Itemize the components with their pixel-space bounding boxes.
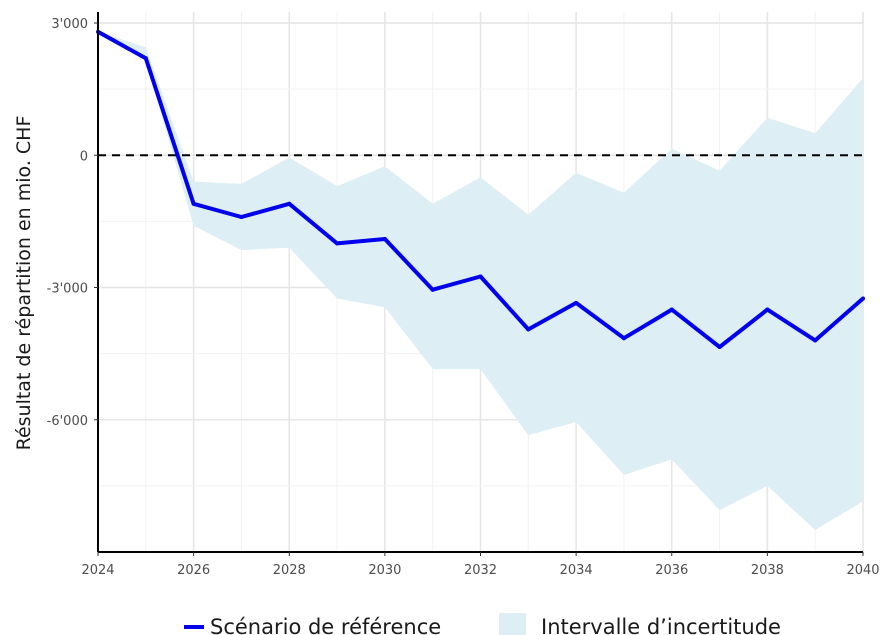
x-tick-label: 2038 [751, 563, 784, 578]
y-tick-label: -6'000 [47, 414, 88, 429]
y-axis-title: Résultat de répartition en mio. CHF [13, 116, 35, 451]
data-point [191, 201, 196, 206]
uncertainty-band-layer [98, 31, 863, 531]
x-tick-label: 2030 [368, 563, 401, 578]
data-point [287, 201, 292, 206]
data-point [526, 327, 531, 332]
x-tick-label: 2034 [560, 563, 593, 578]
x-tick-label: 2028 [273, 563, 306, 578]
data-point [478, 274, 483, 279]
legend-label-series: Scénario de référence [210, 615, 441, 635]
x-tick-label: 2036 [655, 563, 688, 578]
data-point [813, 338, 818, 343]
data-point [382, 237, 387, 242]
x-tick-label: 2024 [81, 563, 114, 578]
x-tick-label: 2026 [177, 563, 210, 578]
legend-band-swatch [499, 613, 526, 635]
data-point [430, 287, 435, 292]
data-point [574, 300, 579, 305]
uncertainty-band [98, 31, 863, 531]
x-tick-labels: 2024 2026 2028 2030 2032 2034 2036 2038 2040 [81, 563, 879, 578]
data-point [669, 307, 674, 312]
legend: Scénario de référence Intervalle d’incer… [184, 613, 781, 635]
x-tick-label: 2032 [464, 563, 497, 578]
data-point [143, 56, 148, 61]
y-tick-label: 0 [80, 149, 88, 164]
data-point [861, 296, 865, 301]
data-point [621, 336, 626, 341]
axes [94, 12, 864, 556]
y-tick-label: -3'000 [47, 282, 88, 297]
legend-label-band: Intervalle d’incertitude [541, 615, 781, 635]
y-tick-label: 3'000 [51, 17, 88, 32]
data-point [765, 307, 770, 312]
data-point [239, 214, 244, 219]
data-point [717, 345, 722, 350]
x-tick-label: 2040 [846, 563, 879, 578]
data-point [335, 241, 340, 246]
y-tick-labels: 3'000 0 -3'000 -6'000 [47, 17, 88, 429]
